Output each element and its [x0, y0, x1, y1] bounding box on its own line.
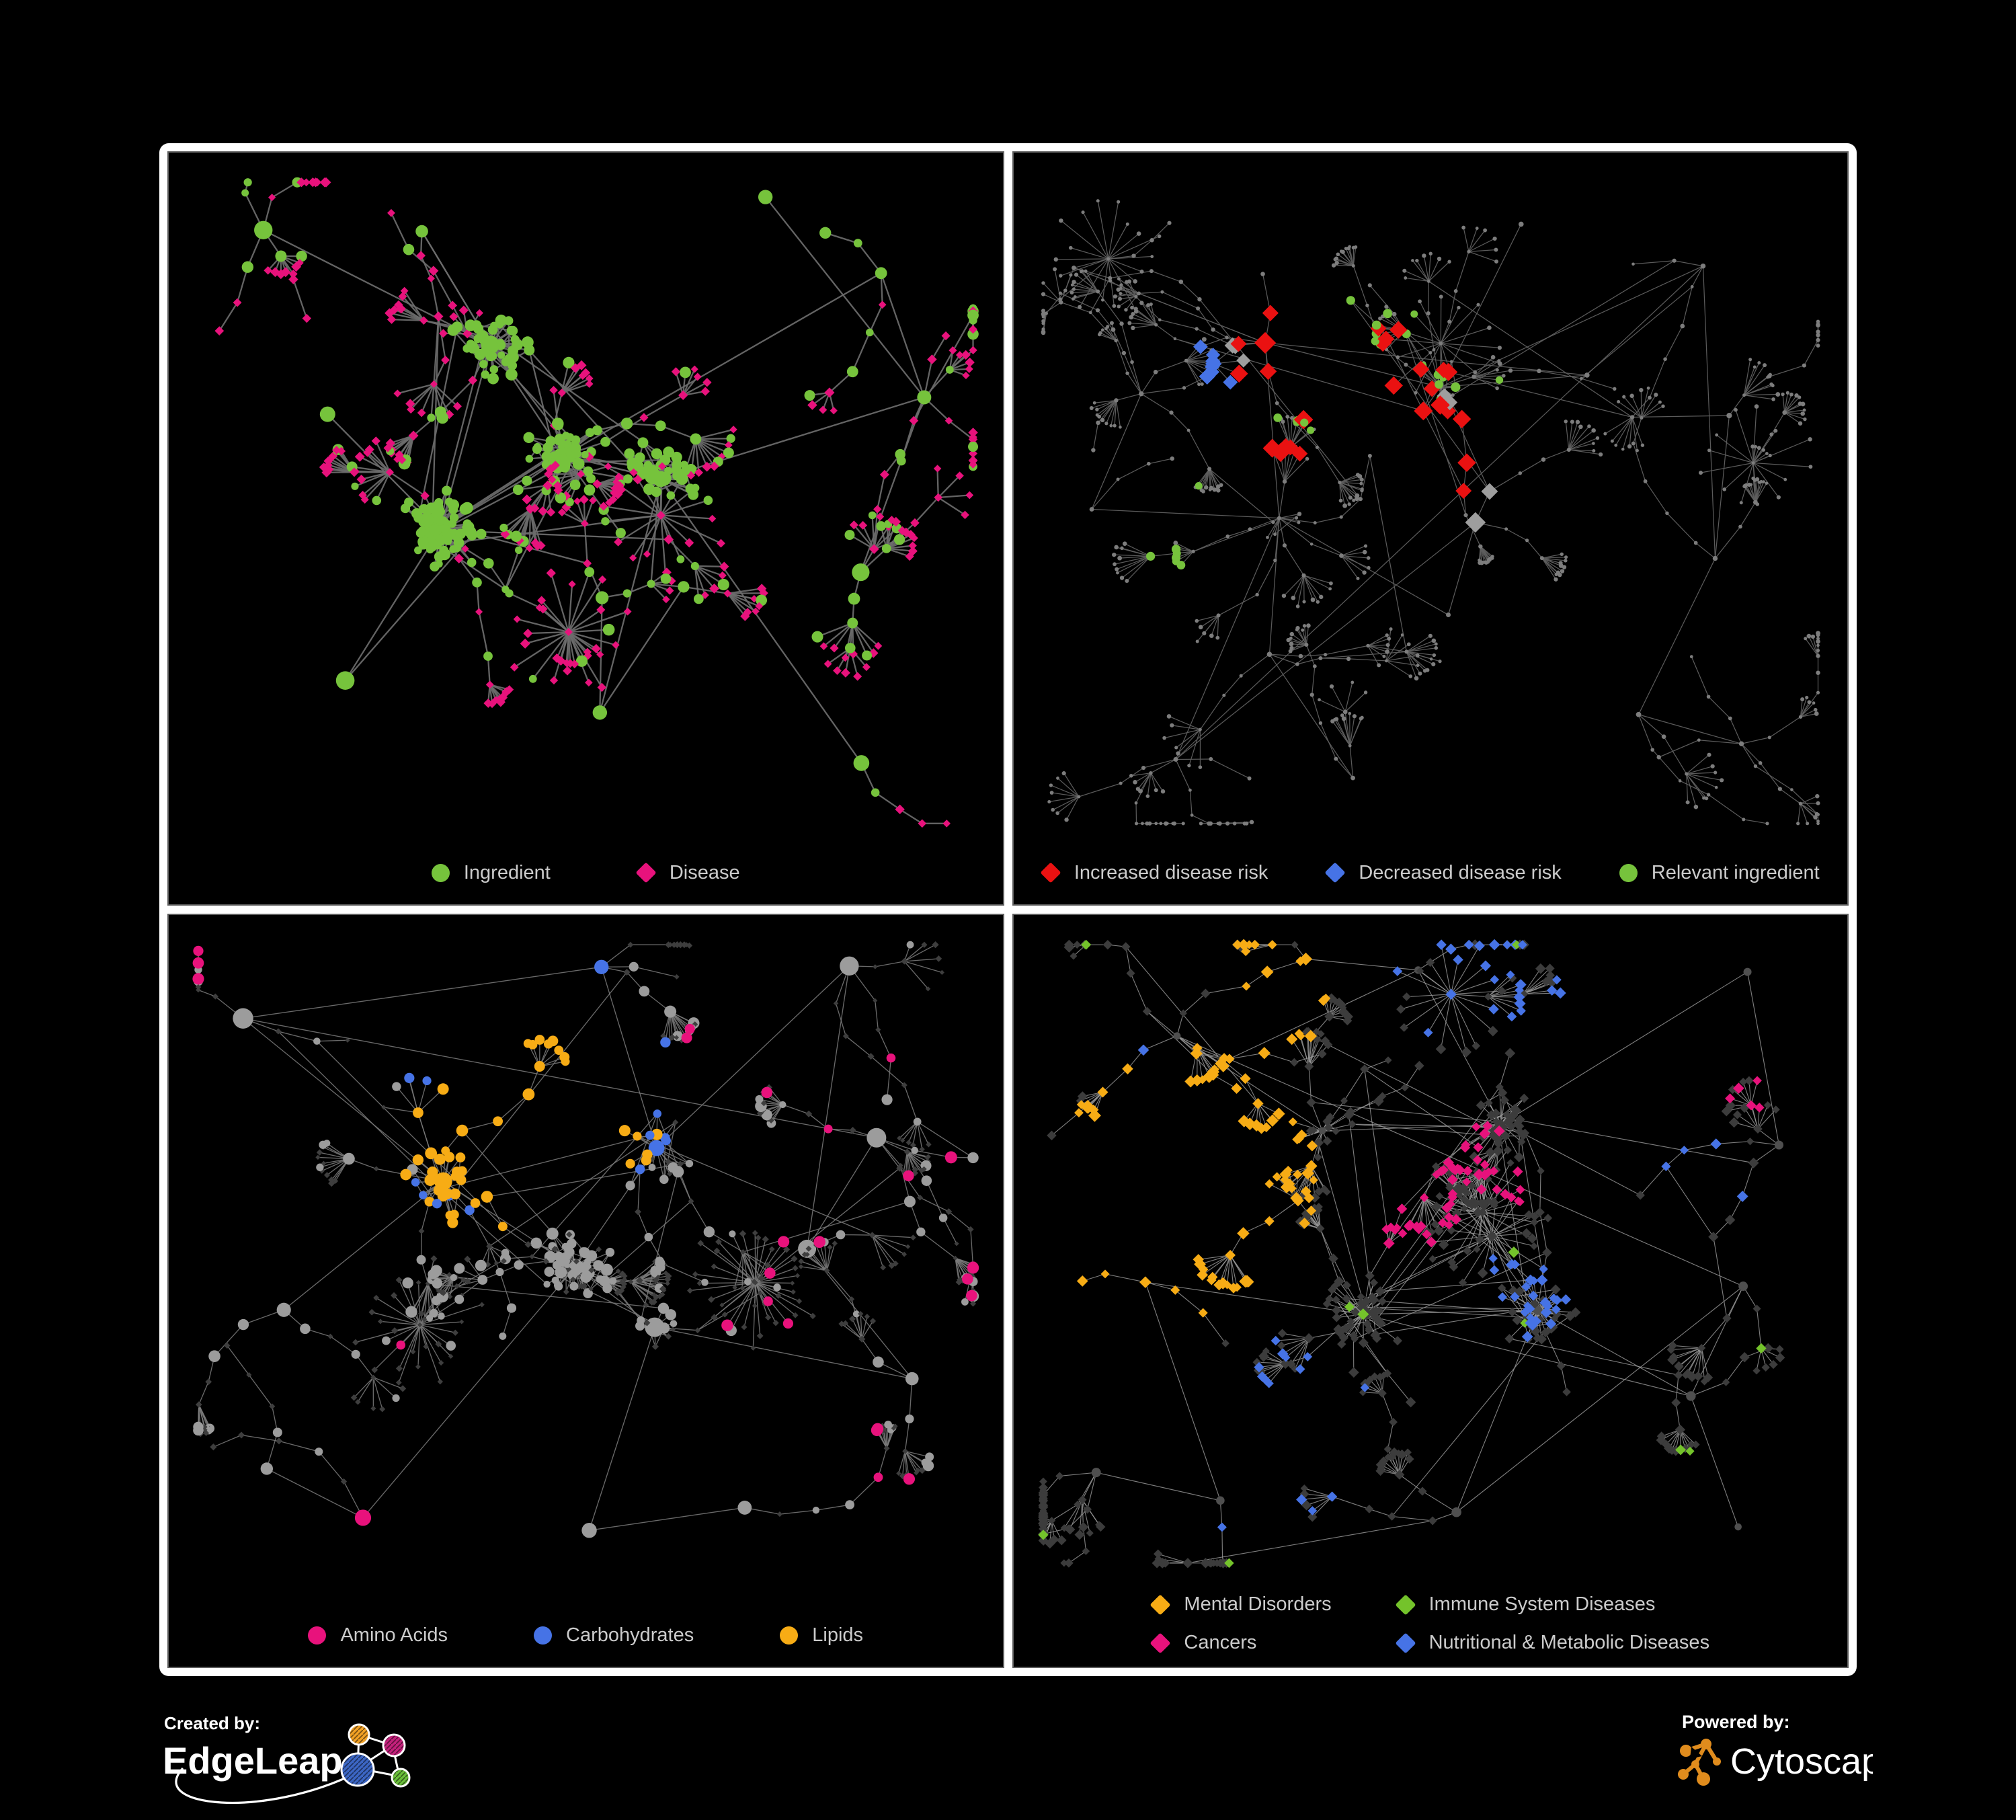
legend-label: Decreased disease risk — [1359, 861, 1562, 883]
panel-ingredient-disease-network: Ingredient Disease — [167, 151, 1004, 906]
edgeleap-node-magenta — [382, 1733, 406, 1757]
edgeleap-node-blue — [340, 1752, 375, 1787]
ingredient-disease-legend: Ingredient Disease — [169, 841, 1003, 904]
cancers-diamond-icon — [1150, 1632, 1171, 1654]
disease-risk-legend: Increased disease risk Decreased disease … — [1014, 841, 1848, 904]
carbohydrates-circle-icon — [534, 1626, 553, 1645]
edgeleap-brand-text: EdgeLeap — [163, 1739, 343, 1782]
nutrient-graph — [192, 941, 979, 1538]
legend-item-immune-system-diseases: Immune System Diseases — [1395, 1593, 1709, 1616]
relevant-ingredient-circle-icon — [1619, 863, 1638, 882]
cytoscape-logo: Powered by: Cytoscape — [1678, 1712, 1873, 1786]
edgeleap-logo: Created by: EdgeLeap — [163, 1713, 411, 1804]
nutritional-metabolic-diseases-diamond-icon — [1395, 1632, 1416, 1654]
panel-disease-category-network: Mental Disorders Immune System Diseases Ca… — [1012, 914, 1849, 1668]
disease-category-legend: Mental Disorders Immune System Diseases Ca… — [1014, 1581, 1848, 1667]
legend-item-ingredient: Ingredient — [431, 861, 551, 884]
powered-by-label: Powered by: — [1682, 1712, 1790, 1732]
legend-label: Increased disease risk — [1074, 861, 1268, 883]
legend-item-lipids: Lipids — [780, 1624, 863, 1647]
nutrient-legend: Amino Acids Carbohydrates Lipids — [169, 1604, 1003, 1667]
legend-label: Ingredient — [463, 861, 551, 883]
edgeleap-node-orange — [348, 1723, 370, 1746]
lipids-circle-icon — [780, 1626, 799, 1645]
disease-risk-graph — [1041, 199, 1820, 826]
amino-acids-circle-icon — [308, 1626, 327, 1645]
edgeleap-node-green — [391, 1768, 411, 1788]
increased-disease-risk-diamond-icon — [1040, 862, 1061, 883]
ingredient-disease-graph — [214, 177, 979, 828]
legend-label: Amino Acids — [340, 1624, 448, 1646]
legend-label: Relevant ingredient — [1651, 861, 1820, 883]
figure-grid-frame: Ingredient Disease Increased disease risk… — [159, 143, 1857, 1676]
immune-system-diseases-diamond-icon — [1395, 1593, 1416, 1616]
legend-item-disease: Disease — [635, 861, 740, 884]
legend-label: Lipids — [812, 1624, 864, 1646]
legend-item-increased-disease-risk: Increased disease risk — [1040, 861, 1268, 884]
legend-label: Carbohydrates — [566, 1624, 694, 1646]
mental-disorders-diamond-icon — [1150, 1593, 1171, 1616]
legend-label: Mental Disorders — [1184, 1593, 1332, 1615]
legend-label: Immune System Diseases — [1428, 1593, 1656, 1615]
legend-label: Cancers — [1184, 1632, 1257, 1653]
legend-item-amino-acids: Amino Acids — [308, 1624, 448, 1647]
legend-item-decreased-disease-risk: Decreased disease risk — [1324, 861, 1562, 884]
decreased-disease-risk-diamond-icon — [1324, 862, 1346, 883]
panel-disease-risk-network: Increased disease risk Decreased disease … — [1012, 151, 1849, 906]
created-by-label: Created by: — [164, 1713, 260, 1733]
cytoscape-brand-text: Cytoscape — [1730, 1741, 1873, 1782]
legend-item-nutritional-metabolic-diseases: Nutritional & Metabolic Diseases — [1395, 1632, 1710, 1654]
legend-item-relevant-ingredient: Relevant ingredient — [1619, 862, 1820, 884]
ingredient-circle-icon — [431, 863, 450, 882]
cytoscape-icon — [1678, 1739, 1721, 1786]
legend-item-carbohydrates: Carbohydrates — [534, 1624, 694, 1647]
disease-diamond-icon — [635, 862, 657, 883]
disease-category-graph — [1037, 939, 1785, 1569]
legend-label: Disease — [669, 861, 740, 883]
legend-item-mental-disorders: Mental Disorders — [1150, 1593, 1332, 1616]
legend-item-cancers: Cancers — [1150, 1632, 1331, 1654]
legend-label: Nutritional & Metabolic Diseases — [1428, 1632, 1710, 1653]
edgeleap-network-icon — [175, 1723, 411, 1804]
panel-nutrient-network: Amino Acids Carbohydrates Lipids — [167, 914, 1004, 1668]
